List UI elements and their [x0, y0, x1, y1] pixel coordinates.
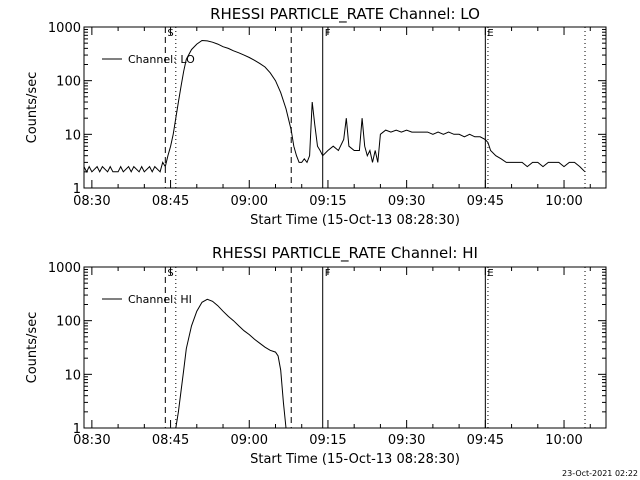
x-tick-label: 09:15 [309, 433, 346, 448]
x-tick-label: 09:45 [467, 194, 504, 209]
x-tick-label: 09:00 [231, 433, 268, 448]
legend-label: Channel: LO [128, 53, 195, 66]
plot-frame [83, 26, 607, 189]
marker-label: F [325, 268, 331, 279]
x-axis-label: Start Time (15-Oct-13 08:28:30) [250, 213, 460, 228]
chart-panel-hi: RHESSI PARTICLE_RATE Channel: HI 08:30 08:… [25, 244, 607, 467]
y-tick-label: 1000 [48, 261, 81, 276]
x-tick-label: 09:45 [467, 433, 504, 448]
x-tick-label: 08:30 [73, 194, 110, 209]
chart-title: RHESSI PARTICLE_RATE Channel: LO [210, 5, 480, 24]
x-tick-label: 10:00 [545, 194, 582, 209]
y-axis-label: Counts/sec [25, 72, 40, 144]
plot-frame [83, 266, 607, 429]
y-tick-label: 10 [64, 368, 81, 383]
y-tick-label: 1000 [48, 21, 81, 36]
x-tick-label: 08:45 [152, 433, 189, 448]
y-tick-label: 1 [73, 422, 81, 437]
marker-label: E [487, 268, 493, 279]
series-line [175, 298, 287, 429]
y-tick-label: 10 [64, 128, 81, 143]
y-tick-label: 100 [56, 75, 81, 90]
marker-label: F [325, 28, 331, 39]
x-tick-label: 09:30 [388, 433, 425, 448]
x-axis-label: Start Time (15-Oct-13 08:28:30) [250, 452, 460, 467]
y-tick-label: 1 [73, 182, 81, 197]
x-tick-label: 09:00 [231, 194, 268, 209]
x-tick-label: 09:15 [309, 194, 346, 209]
x-tick-label: 10:00 [545, 433, 582, 448]
marker-label: S [167, 268, 173, 279]
y-tick-label: 100 [56, 315, 81, 330]
marker-label: E [487, 28, 493, 39]
legend-label: Channel: HI [128, 293, 192, 306]
chart-title: RHESSI PARTICLE_RATE Channel: HI [212, 244, 478, 263]
x-tick-label: 08:45 [152, 194, 189, 209]
x-tick-label: 09:30 [388, 194, 425, 209]
x-tick-label: 08:30 [73, 433, 110, 448]
marker-label: S [167, 28, 173, 39]
chart-panel-lo: RHESSI PARTICLE_RATE Channel: LO 08:30 08:… [25, 5, 607, 228]
y-axis-label: Counts/sec [25, 312, 40, 384]
series-line [83, 39, 586, 173]
footer-timestamp: 23-Oct-2021 02:22 [562, 469, 638, 478]
